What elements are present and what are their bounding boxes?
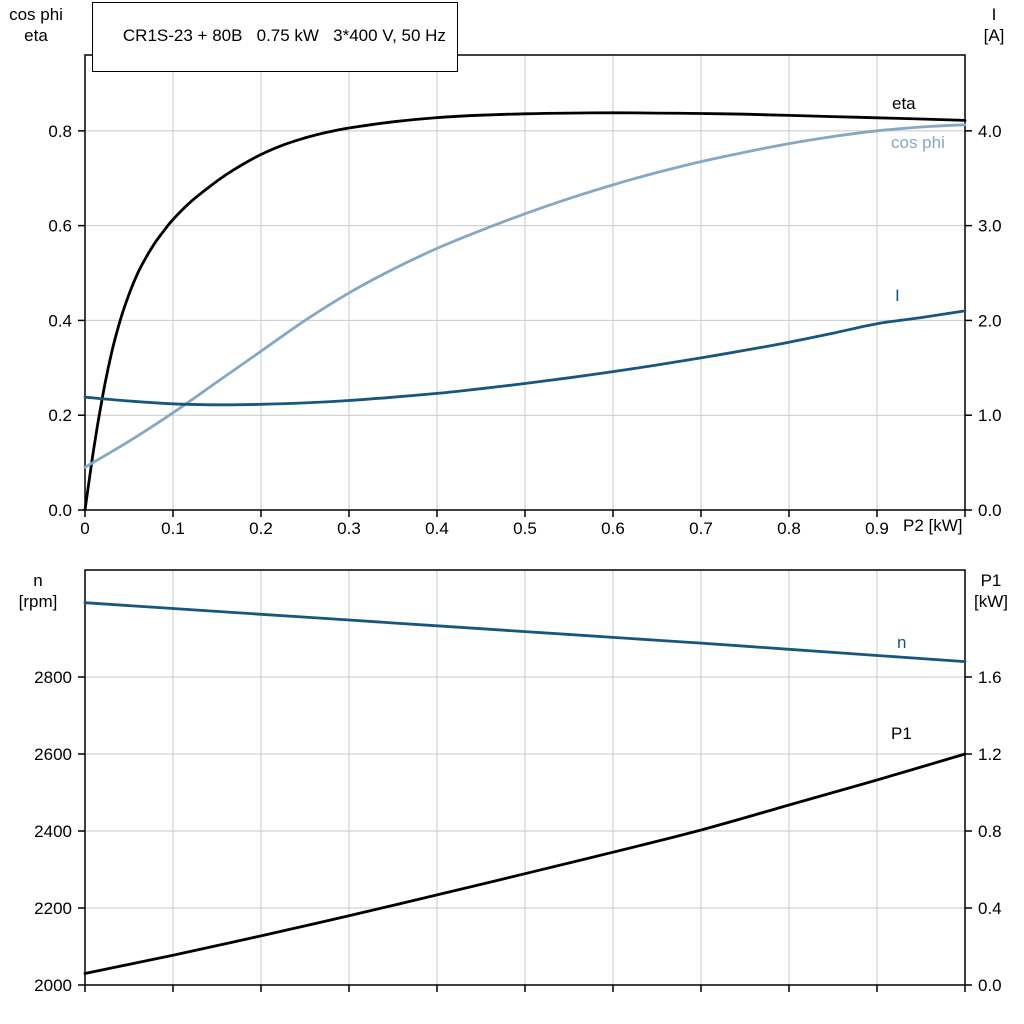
right-tick-label: 0.8	[978, 822, 1002, 841]
curve-label-current: I	[895, 286, 900, 305]
x-tick-label: 0.7	[689, 519, 713, 538]
right-tick-label: 2.0	[978, 311, 1002, 330]
right-axis-label-line1: I	[991, 5, 997, 24]
left-tick-label: 0.0	[48, 501, 72, 520]
x-tick-label: 0	[80, 519, 89, 538]
n-axis-label-line1: n	[33, 571, 43, 590]
left-tick-label: 2800	[34, 668, 72, 687]
curve-label-eta: eta	[892, 94, 916, 113]
series-eta-curve	[83, 111, 967, 512]
chart-title: CR1S-23 + 80B 0.75 kW 3*400 V, 50 Hz	[122, 26, 446, 45]
x-tick-label: 0.2	[249, 519, 273, 538]
series-n-curve	[83, 601, 967, 663]
series-cos-phi-curve	[83, 123, 967, 469]
left-tick-label: 0.2	[48, 406, 72, 425]
x-tick-label: 0.9	[865, 519, 889, 538]
tick-labels: 2000 2200 2400 2600 2800 0.0 0.4 0.8 1.2 1.6	[34, 668, 1001, 995]
bottom-right-axis-label: P1 [kW]	[964, 570, 1018, 612]
x-tick-label: 0.3	[337, 519, 361, 538]
tick-marks	[78, 676, 972, 992]
right-tick-label: 1.0	[978, 406, 1002, 425]
right-tick-label: 1.6	[978, 668, 1002, 687]
series-I-curve	[83, 309, 967, 407]
p1-axis-label-line2: [kW]	[974, 592, 1008, 611]
left-tick-label: 2200	[34, 899, 72, 918]
curve-label-p1: P1	[891, 724, 912, 743]
chart-title-box: CR1S-23 + 80B 0.75 kW 3*400 V, 50 Hz	[92, 2, 458, 72]
left-tick-label: 0.4	[48, 311, 72, 330]
tick-marks	[78, 130, 972, 517]
left-tick-label: 2600	[34, 745, 72, 764]
p1-axis-label-line1: P1	[980, 571, 1002, 590]
right-tick-label: 3.0	[978, 217, 1002, 236]
gridlines	[84, 55, 966, 511]
x-tick-label: 0.6	[601, 519, 625, 538]
bottom-left-axis-label: n [rpm]	[8, 570, 68, 612]
right-tick-label: 1.2	[978, 745, 1002, 764]
right-tick-label: 0.0	[978, 976, 1002, 995]
left-tick-label: 2000	[34, 976, 72, 995]
left-tick-label: 2400	[34, 822, 72, 841]
x-tick-label: 0.1	[161, 519, 185, 538]
x-axis-label: P2 [kW]	[903, 516, 963, 535]
left-axis-label-line1: cos phi	[9, 5, 63, 24]
n-axis-label-line2: [rpm]	[18, 592, 58, 611]
right-tick-label: 0.0	[978, 501, 1002, 520]
curve-label-cos-phi: cos phi	[891, 133, 945, 152]
chart-panel-0: 0.0 0.2 0.4 0.6 0.8 0.0 1.0 2.0 3.0 4.0 0 0.1 0.2 0.3…	[48, 54, 1002, 538]
left-tick-label: 0.8	[48, 122, 72, 141]
right-tick-label: 4.0	[978, 122, 1002, 141]
tick-labels: 0.0 0.2 0.4 0.6 0.8 0.0 1.0 2.0 3.0 4.0 0 0.1 0.2 0.3…	[48, 122, 1001, 538]
top-right-axis-label: I [A]	[970, 4, 1018, 46]
right-axis-label-line2: [A]	[983, 26, 1005, 45]
curve-label-speed: n	[897, 633, 907, 652]
series-P1-curve	[83, 752, 967, 975]
right-tick-label: 0.4	[978, 899, 1002, 918]
x-tick-label: 0.5	[513, 519, 537, 538]
x-tick-label: 0.4	[425, 519, 449, 538]
left-tick-label: 0.6	[48, 217, 72, 236]
x-tick-label: 0.8	[777, 519, 801, 538]
chart-panel-1: 2000 2200 2400 2600 2800 0.0 0.4 0.8 1.2 1.6	[34, 569, 1002, 995]
left-axis-label-line2: eta	[24, 26, 48, 45]
top-left-axis-label: cos phi eta	[6, 4, 66, 46]
